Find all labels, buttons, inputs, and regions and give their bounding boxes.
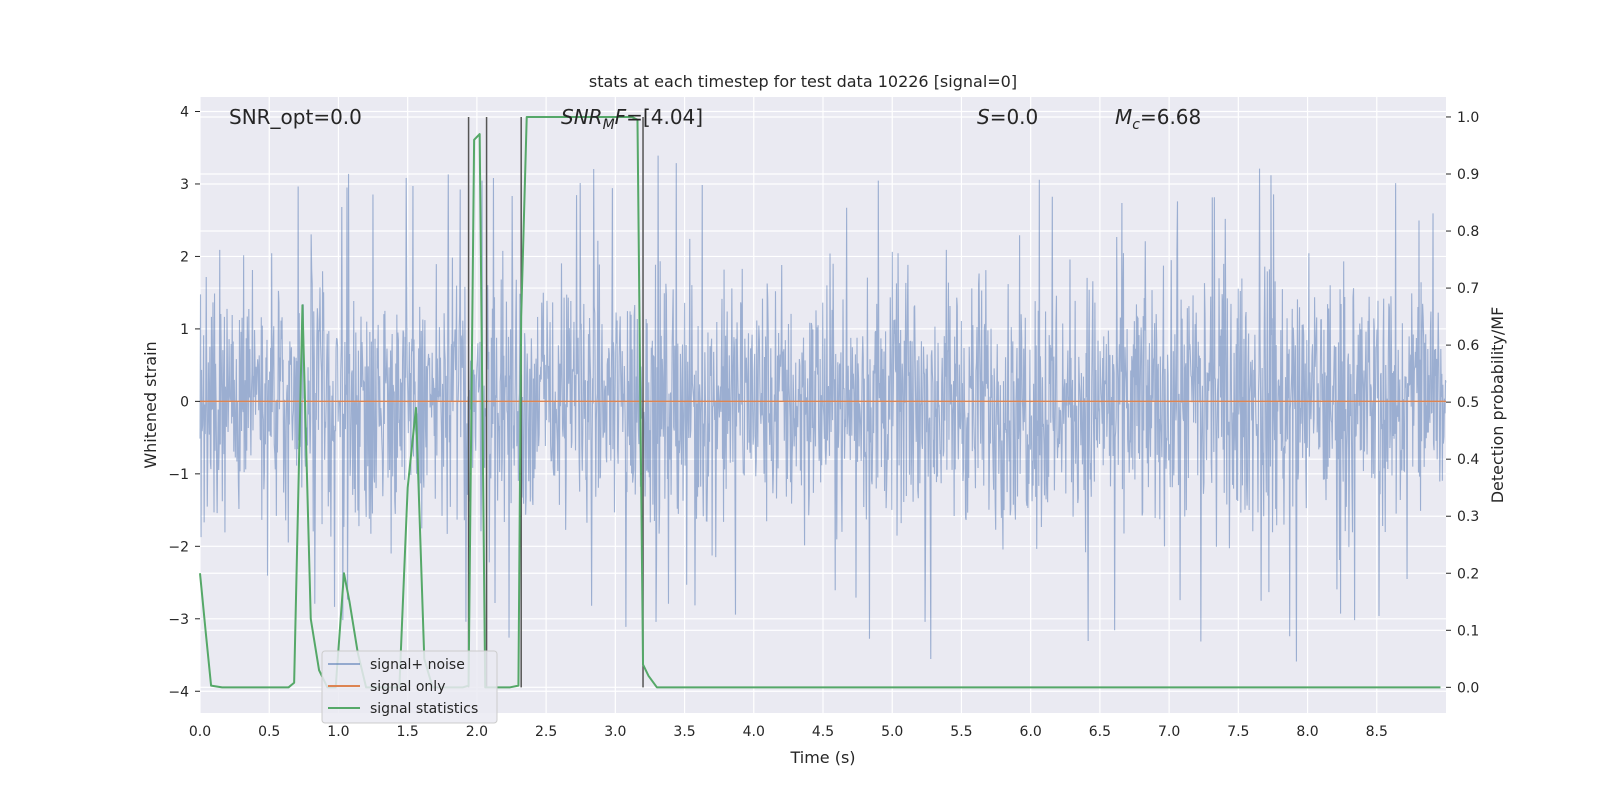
annotation-mc-subscript: c	[1132, 117, 1140, 133]
annotation-snr-opt: SNR_opt=0.0	[229, 105, 362, 129]
legend-label-noise: signal+ noise	[370, 657, 465, 673]
y-tick-label: −4	[168, 684, 189, 700]
y2-tick-label: 0.0	[1457, 680, 1479, 696]
y-tick-label: −1	[168, 467, 189, 483]
signal-noise-line	[199, 155, 1447, 662]
series-signal-noise	[199, 155, 1447, 662]
y-tick-label: 0	[180, 394, 189, 410]
annotation-snr-mf-symbol2: F	[615, 105, 627, 129]
y2-tick-labels: 1.0 0.9 0.8 0.7 0.6 0.5 0.4 0.3 0.2 0.1 0.0	[1446, 110, 1479, 696]
annotation-mc-symbol: M	[1115, 105, 1132, 129]
y-tick-label: −3	[168, 612, 189, 628]
x-tick-label: 8.0	[1296, 724, 1318, 740]
x-tick-label: 1.5	[397, 724, 419, 740]
y2-tick-label: 0.3	[1457, 509, 1479, 525]
y2-tick-label: 0.2	[1457, 566, 1479, 582]
y2-tick-label: 0.1	[1457, 623, 1479, 639]
x-tick-label: 4.5	[812, 724, 834, 740]
legend: signal+ noise signal only signal statist…	[321, 650, 498, 724]
x-axis-label: Time (s)	[789, 748, 855, 767]
x-tick-label: 6.5	[1089, 724, 1111, 740]
y2-tick-label: 0.4	[1457, 452, 1479, 468]
y-tick-label: 1	[180, 322, 189, 338]
y2-tick-label: 0.8	[1457, 224, 1479, 240]
y2-axis-label: Detection probability/MF	[1488, 307, 1507, 504]
y2-tick-label: 1.0	[1457, 110, 1479, 126]
x-tick-labels: 0.0 0.5 1.0 1.5 2.0 2.5 3.0 3.5 4.0 4.5 5.0 5.5 6.0 6…	[189, 724, 1388, 740]
annotation-mc: Mc=6.68	[1115, 105, 1201, 133]
x-tick-label: 6.0	[1020, 724, 1042, 740]
y-axis-label: Whitened strain	[141, 341, 160, 468]
x-tick-label: 0.0	[189, 724, 211, 740]
y2-tick-label: 0.6	[1457, 338, 1479, 354]
x-tick-label: 8.5	[1366, 724, 1388, 740]
x-tick-label: 2.0	[466, 724, 488, 740]
y-tick-labels: 4 3 2 1 0 −1 −2 −3 −4	[168, 104, 200, 700]
y2-tick-label: 0.9	[1457, 167, 1479, 183]
annotation-snr-mf-symbol: SNR	[561, 105, 603, 129]
x-tick-label: 7.0	[1158, 724, 1180, 740]
y2-tick-label: 0.5	[1457, 395, 1479, 411]
y2-tick-label: 0.7	[1457, 281, 1479, 297]
chart-title: stats at each timestep for test data 102…	[589, 72, 1017, 91]
x-tick-label: 0.5	[258, 724, 280, 740]
legend-label-signal-only: signal only	[370, 679, 445, 695]
y-tick-label: −2	[168, 539, 189, 555]
x-tick-label: 3.5	[673, 724, 695, 740]
x-tick-label: 4.0	[743, 724, 765, 740]
x-tick-label: 3.0	[604, 724, 626, 740]
x-tick-label: 1.0	[327, 724, 349, 740]
x-tick-label: 5.5	[950, 724, 972, 740]
annotation-snr-mf-value: =[4.04]	[626, 105, 703, 129]
x-tick-label: 5.0	[881, 724, 903, 740]
annotation-s: S=0.0	[977, 105, 1038, 129]
annotation-mc-value: =6.68	[1140, 105, 1201, 129]
legend-box	[321, 650, 498, 724]
x-tick-label: 2.5	[535, 724, 557, 740]
y-tick-label: 4	[180, 104, 189, 120]
annotation-snr-mf: SNRMF=[4.04]	[561, 105, 703, 133]
legend-label-statistics: signal statistics	[370, 701, 478, 717]
x-tick-label: 7.5	[1227, 724, 1249, 740]
annotation-snr-mf-subscript: M	[603, 117, 615, 133]
annotation-s-value: =0.0	[990, 105, 1039, 129]
y-tick-label: 2	[180, 249, 189, 265]
y-tick-label: 3	[180, 177, 189, 193]
annotation-s-symbol: S	[977, 105, 990, 129]
